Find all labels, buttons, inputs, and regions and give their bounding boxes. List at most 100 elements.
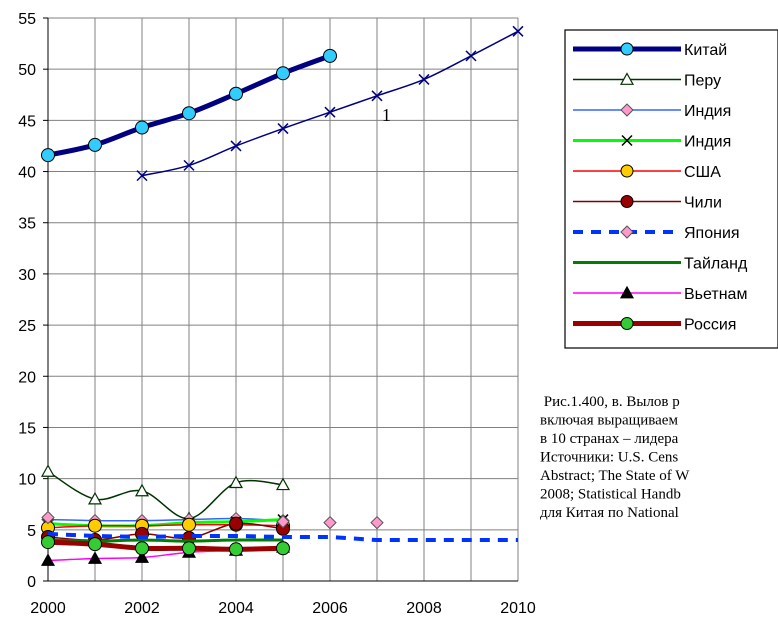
legend-item: Индия <box>573 103 731 120</box>
data-point <box>324 106 336 118</box>
data-point <box>182 541 196 556</box>
legend-label: Перу <box>684 73 721 90</box>
caption-line: для Китая по National <box>540 505 679 521</box>
grid <box>47 17 519 582</box>
data-point <box>87 551 103 564</box>
y-tick-label: 40 <box>18 165 36 182</box>
legend-marker <box>619 72 635 85</box>
marker-stroke <box>512 25 524 37</box>
legend-item: Перу <box>573 72 721 90</box>
y-tick-label: 15 <box>18 420 36 437</box>
legend-marker <box>620 195 634 208</box>
y-tick-label: 50 <box>18 62 36 79</box>
legend-label: США <box>684 164 721 181</box>
data-point <box>87 491 103 505</box>
data-point <box>41 535 55 550</box>
marker-stroke <box>324 106 336 118</box>
caption-line: включая выращиваем <box>540 413 678 429</box>
legend-marker <box>619 285 635 299</box>
x-tick-label: 2006 <box>312 600 348 617</box>
legend-item: Япония <box>573 225 740 242</box>
data-point <box>41 510 55 525</box>
marker-stroke <box>277 123 289 135</box>
data-point <box>135 120 149 135</box>
legend-item: Индия <box>573 134 731 151</box>
y-tick-label: 45 <box>18 113 36 130</box>
data-point <box>40 464 56 477</box>
legend-marker <box>621 134 633 147</box>
data-point <box>134 483 150 497</box>
data-point <box>88 537 102 552</box>
legend: Китай Перу Индия Индия США Чили Япония Тайланд В… <box>564 29 778 349</box>
data-point <box>88 137 102 152</box>
data-point <box>465 50 477 62</box>
y-tick-label: 0 <box>27 574 36 591</box>
series-layer <box>40 25 524 566</box>
marker-stroke <box>621 134 633 147</box>
legend-label: Индия <box>684 103 731 120</box>
legend-marker <box>620 225 634 239</box>
legend-label: Тайланд <box>684 256 748 273</box>
legend-label: Чили <box>684 195 722 212</box>
legend-label: Россия <box>684 317 736 334</box>
marker-stroke <box>371 90 383 102</box>
marker-stroke <box>418 73 430 85</box>
series-10 <box>41 535 290 557</box>
series-2 <box>40 464 291 524</box>
x-tick-label: 2004 <box>218 600 254 617</box>
caption-line: Источники: U.S. Cens <box>540 450 678 466</box>
y-tick-label: 30 <box>18 267 36 284</box>
x-tick-label: 2010 <box>500 600 536 617</box>
data-point <box>183 159 195 171</box>
x-tick-label: 2002 <box>124 600 160 617</box>
data-point <box>228 475 244 489</box>
data-point <box>230 140 242 152</box>
data-point <box>371 90 383 102</box>
data-point <box>229 542 243 557</box>
series-line <box>47 539 284 552</box>
series-8 <box>47 538 284 543</box>
legend-item: США <box>573 164 721 181</box>
legend-marker <box>620 164 634 178</box>
data-point <box>88 518 102 533</box>
marker-stroke <box>183 159 195 171</box>
series-line <box>47 531 518 543</box>
data-point <box>229 86 243 101</box>
legend-item: Россия <box>573 317 736 334</box>
data-point <box>418 73 430 85</box>
data-point <box>182 517 196 532</box>
data-point <box>323 48 337 63</box>
figure-caption: Рис.1.400, в. Вылов р включая выращиваем в… <box>540 394 690 521</box>
data-point <box>136 170 148 182</box>
caption-line: в 10 странах – лидера <box>540 431 679 447</box>
legend-label: Вьетнам <box>684 286 747 303</box>
y-tick-label: 20 <box>18 369 36 386</box>
x-axis-ticks: 2000 2002 2004 2006 2008 2010 <box>30 600 536 617</box>
legend-item: Чили <box>573 195 722 212</box>
data-point <box>182 106 196 121</box>
legend-box <box>564 29 778 349</box>
data-point <box>275 477 291 491</box>
data-point <box>229 516 243 531</box>
y-tick-label: 5 <box>27 523 36 540</box>
legend-item: Тайланд <box>573 256 748 273</box>
legend-marker <box>620 103 634 117</box>
legend-label: Япония <box>684 225 740 242</box>
data-point <box>40 553 56 566</box>
caption-line: Рис.1.400, в. Вылов р <box>540 394 680 410</box>
data-point <box>276 66 290 81</box>
series-4 <box>42 514 289 532</box>
marker-stroke <box>136 170 148 182</box>
data-point <box>41 148 55 163</box>
caption-line: 2008; Statistical Handb <box>540 487 681 503</box>
y-tick-label: 25 <box>18 318 36 335</box>
caption-line: Abstract; The State of W <box>540 468 690 484</box>
legend-marker <box>620 42 634 56</box>
series-line <box>47 538 284 543</box>
legend-label: Индия <box>684 134 731 151</box>
legend-label: Китай <box>684 42 727 59</box>
series-1 <box>41 48 337 163</box>
marker-stroke <box>230 140 242 152</box>
y-axis-ticks: 0 5 10 15 20 25 30 35 40 45 50 55 <box>18 11 48 591</box>
